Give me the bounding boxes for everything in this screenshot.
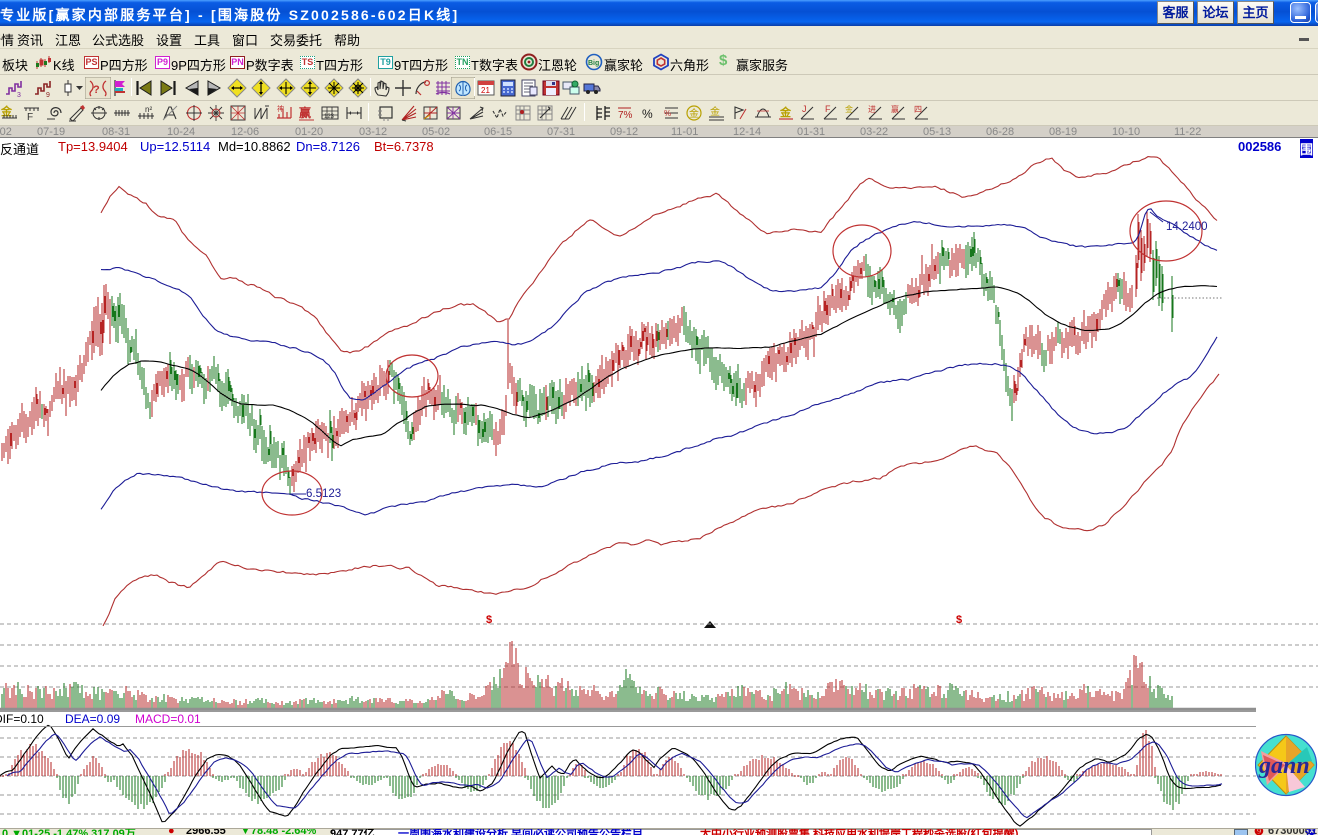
- svg-text:gann: gann: [1258, 753, 1310, 779]
- svg-text:$: $: [956, 614, 962, 626]
- svg-text:21: 21: [481, 86, 490, 95]
- svg-text:?: ?: [93, 84, 100, 96]
- svg-text:金: 金: [689, 107, 699, 120]
- svg-text:14.2400: 14.2400: [1166, 221, 1208, 233]
- svg-text:赢: 赢: [891, 104, 899, 114]
- svg-text:%: %: [664, 109, 671, 118]
- svg-text:金: 金: [0, 104, 13, 118]
- svg-text:123: 123: [324, 114, 335, 120]
- svg-text:n²: n²: [145, 105, 152, 114]
- svg-text:四: 四: [914, 105, 922, 114]
- svg-text:$: $: [486, 614, 492, 626]
- svg-text:赢: 赢: [299, 105, 311, 120]
- svg-text:金: 金: [710, 105, 720, 118]
- svg-text:F: F: [27, 112, 33, 123]
- svg-text:9: 9: [46, 92, 50, 98]
- svg-text:金: 金: [779, 105, 792, 119]
- svg-text:%: %: [642, 107, 653, 121]
- svg-text:3: 3: [17, 92, 21, 98]
- svg-text:J: J: [802, 104, 807, 114]
- svg-text:6.5123: 6.5123: [306, 488, 341, 500]
- svg-text:神: 神: [277, 104, 284, 113]
- svg-text:Big: Big: [588, 60, 599, 67]
- svg-text:进: 进: [868, 105, 876, 114]
- svg-text:金: 金: [845, 104, 853, 114]
- svg-text:7%: 7%: [618, 110, 633, 121]
- svg-text:F: F: [825, 104, 831, 114]
